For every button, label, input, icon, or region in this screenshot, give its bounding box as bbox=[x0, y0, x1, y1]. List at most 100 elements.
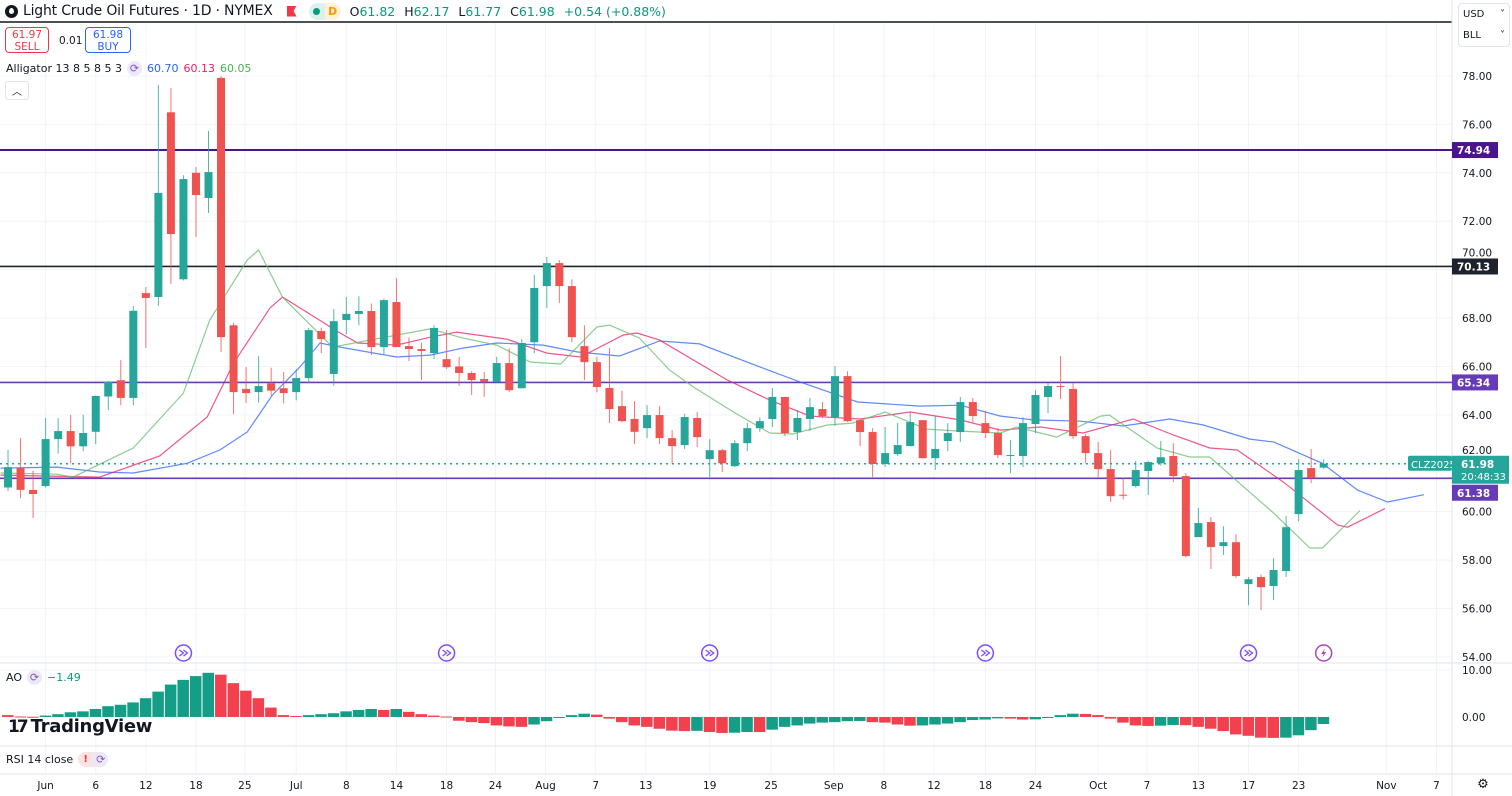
candle[interactable] bbox=[818, 402, 827, 419]
candle[interactable] bbox=[567, 279, 576, 343]
candle[interactable] bbox=[542, 257, 551, 309]
candle[interactable] bbox=[455, 357, 464, 387]
candle[interactable] bbox=[392, 278, 401, 348]
candle[interactable] bbox=[1231, 534, 1240, 579]
candle[interactable] bbox=[943, 423, 952, 452]
candle[interactable] bbox=[329, 309, 338, 386]
candle[interactable] bbox=[918, 420, 927, 459]
candle[interactable] bbox=[1294, 459, 1303, 522]
candle[interactable] bbox=[191, 166, 200, 237]
candle[interactable] bbox=[1119, 478, 1128, 500]
currency-dropdown[interactable]: USD ˅ bbox=[1459, 4, 1509, 25]
candle[interactable] bbox=[805, 397, 814, 432]
candle[interactable] bbox=[1156, 441, 1165, 466]
candle[interactable] bbox=[467, 371, 476, 396]
symbol-title[interactable]: Light Crude Oil Futures · 1D · NYMEX bbox=[23, 3, 273, 19]
candle[interactable] bbox=[1169, 443, 1178, 483]
candle[interactable] bbox=[768, 387, 777, 427]
candle[interactable] bbox=[580, 325, 589, 381]
candle[interactable] bbox=[730, 440, 739, 467]
candle[interactable] bbox=[956, 396, 965, 442]
candle[interactable] bbox=[505, 348, 514, 392]
unit-dropdown[interactable]: BLL ˅ bbox=[1459, 25, 1509, 46]
candle[interactable] bbox=[1282, 516, 1291, 578]
candle[interactable] bbox=[367, 303, 376, 356]
candle[interactable] bbox=[292, 368, 301, 401]
market-status-badge[interactable]: D bbox=[308, 2, 341, 20]
candle[interactable] bbox=[379, 298, 388, 355]
candle[interactable] bbox=[104, 380, 113, 411]
candle[interactable] bbox=[1094, 441, 1103, 478]
candle[interactable] bbox=[66, 414, 75, 464]
dividend-event-icon[interactable] bbox=[700, 644, 719, 662]
candle[interactable] bbox=[705, 439, 714, 478]
flag-icon[interactable] bbox=[286, 5, 297, 17]
sell-button[interactable]: 61.97 SELL bbox=[5, 27, 49, 53]
candle[interactable] bbox=[1269, 558, 1278, 601]
candle[interactable] bbox=[317, 327, 326, 354]
candle[interactable] bbox=[480, 372, 489, 397]
candle[interactable] bbox=[267, 367, 276, 396]
candle[interactable] bbox=[906, 411, 915, 447]
candle[interactable] bbox=[605, 348, 614, 424]
candle[interactable] bbox=[417, 342, 426, 381]
candle[interactable] bbox=[1081, 434, 1090, 464]
collapse-legend-button[interactable]: ︿ bbox=[5, 81, 29, 100]
candle[interactable] bbox=[91, 395, 100, 444]
candle[interactable] bbox=[592, 356, 601, 393]
candle[interactable] bbox=[141, 287, 150, 349]
candle[interactable] bbox=[780, 396, 789, 437]
candle[interactable] bbox=[1106, 450, 1115, 502]
candle[interactable] bbox=[354, 296, 363, 326]
candle[interactable] bbox=[793, 410, 802, 441]
candle[interactable] bbox=[41, 418, 50, 488]
candle[interactable] bbox=[893, 423, 902, 457]
candle[interactable] bbox=[993, 428, 1002, 459]
candle[interactable] bbox=[4, 449, 13, 492]
candle[interactable] bbox=[430, 325, 439, 360]
candle[interactable] bbox=[718, 448, 727, 472]
candle[interactable] bbox=[931, 416, 940, 471]
candle[interactable] bbox=[530, 274, 539, 354]
candle[interactable] bbox=[1018, 417, 1027, 468]
candle[interactable] bbox=[843, 371, 852, 423]
candle[interactable] bbox=[1069, 383, 1078, 440]
news-lightning-icon[interactable] bbox=[1314, 644, 1333, 662]
dividend-event-icon[interactable] bbox=[437, 644, 456, 662]
candle[interactable] bbox=[16, 438, 25, 499]
candle[interactable] bbox=[179, 175, 188, 281]
rsi-legend[interactable]: RSI 14 close ! ⟳ bbox=[6, 752, 109, 767]
candle[interactable] bbox=[154, 84, 163, 306]
candle[interactable] bbox=[1257, 574, 1266, 611]
unit-selector[interactable]: USD ˅ BLL ˅ bbox=[1458, 3, 1510, 47]
candle[interactable] bbox=[1131, 460, 1140, 488]
settings-gear-icon[interactable]: ⚙ bbox=[1477, 776, 1489, 792]
candle[interactable] bbox=[404, 337, 413, 362]
candle[interactable] bbox=[831, 365, 840, 426]
candle[interactable] bbox=[1181, 472, 1190, 558]
candle[interactable] bbox=[1244, 577, 1253, 606]
candle[interactable] bbox=[643, 405, 652, 439]
candle[interactable] bbox=[668, 430, 677, 464]
candle[interactable] bbox=[1219, 526, 1228, 556]
candle[interactable] bbox=[242, 366, 251, 403]
candle[interactable] bbox=[617, 390, 626, 423]
candle[interactable] bbox=[968, 397, 977, 423]
candle[interactable] bbox=[881, 426, 890, 468]
candle[interactable] bbox=[755, 417, 764, 432]
candle[interactable] bbox=[1206, 517, 1215, 570]
candle[interactable] bbox=[229, 322, 238, 415]
candle[interactable] bbox=[79, 414, 88, 452]
candle[interactable] bbox=[166, 88, 175, 285]
buy-button[interactable]: 61.98 BUY bbox=[85, 27, 131, 53]
candle[interactable] bbox=[116, 360, 125, 406]
candle[interactable] bbox=[492, 356, 501, 382]
candle[interactable] bbox=[29, 470, 38, 518]
candle[interactable] bbox=[693, 411, 702, 448]
refresh-icon[interactable]: ⟳ bbox=[93, 752, 109, 767]
candle[interactable] bbox=[1044, 383, 1053, 414]
candle[interactable] bbox=[254, 356, 263, 403]
candle[interactable] bbox=[217, 75, 226, 352]
candle[interactable] bbox=[517, 339, 526, 389]
dividend-event-icon[interactable] bbox=[174, 644, 193, 662]
